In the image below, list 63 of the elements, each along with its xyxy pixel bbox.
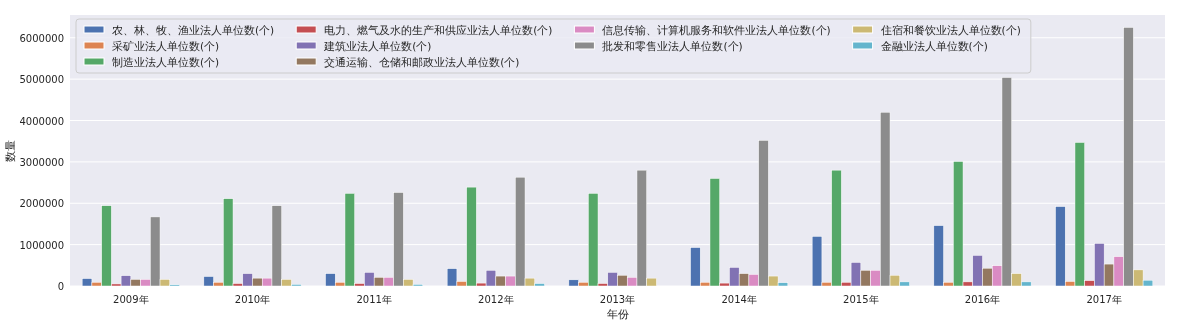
legend-label: 制造业法人单位数(个) (112, 56, 220, 68)
y-axis-title: 数量 (4, 139, 17, 162)
bar (699, 282, 711, 287)
bar (607, 272, 618, 287)
bar (213, 282, 224, 287)
x-tick-label: 2014年 (721, 294, 757, 305)
legend-label: 电力、燃气及水的生产和供应业法人单位数(个) (324, 24, 553, 36)
bar (232, 283, 244, 287)
bar (943, 282, 954, 287)
bar (729, 267, 740, 287)
bar (597, 283, 609, 287)
bar (242, 273, 253, 287)
bar (495, 275, 506, 287)
bar (962, 281, 974, 287)
x-tick-label: 2017年 (1086, 294, 1122, 305)
bar (91, 282, 102, 287)
bar (354, 283, 365, 287)
bar (476, 282, 487, 287)
y-tick-label: 4000000 (19, 115, 64, 127)
bar (719, 282, 730, 287)
x-axis-title: 年份 (606, 308, 629, 321)
y-tick-label: 3000000 (19, 156, 64, 168)
x-tick-label: 2012年 (478, 294, 514, 305)
bar (364, 272, 375, 287)
x-tick-label: 2011年 (356, 294, 392, 305)
y-tick-label: 2000000 (19, 198, 64, 210)
bar (456, 281, 467, 287)
bar (1103, 263, 1115, 287)
y-tick-label: 6000000 (19, 32, 64, 44)
y-tick-label: 1000000 (19, 239, 64, 251)
bar (850, 262, 862, 287)
bar (1064, 281, 1076, 287)
legend-label: 交通运输、仓储和邮政业法人单位数(个) (324, 56, 520, 68)
legend-label: 金融业法人单位数(个) (880, 40, 988, 52)
bar (130, 279, 141, 287)
y-tick-label: 0 (57, 281, 64, 292)
bar (821, 282, 832, 287)
y-tick-label: 5000000 (19, 74, 64, 86)
legend-label: 建筑业法人单位数(个) (323, 40, 432, 52)
bar (738, 273, 750, 287)
bar (972, 255, 983, 287)
bar (334, 282, 346, 287)
bar (841, 282, 852, 287)
x-tick-label: 2015年 (843, 294, 879, 305)
bar (860, 270, 871, 287)
bar (982, 267, 993, 287)
bar (120, 275, 132, 287)
legend-label: 住宿和餐饮业法人单位数(个) (880, 24, 1021, 36)
legend-label: 农、林、牧、渔业法人单位数(个) (112, 24, 275, 36)
legend-label: 批发和零售业法人单位数(个) (602, 40, 743, 52)
x-tick-label: 2010年 (234, 294, 271, 305)
bar (485, 270, 497, 287)
bar (578, 282, 589, 287)
bar (373, 277, 385, 287)
legend-label: 信息传输、计算机服务和软件业法人单位数(个) (602, 24, 831, 36)
bar (1084, 280, 1095, 287)
bar (111, 283, 122, 287)
x-tick-label: 2009年 (113, 294, 149, 305)
x-tick-label: 2013年 (599, 294, 636, 305)
legend-label: 采矿业法人单位数(个) (112, 40, 220, 52)
bar (617, 274, 628, 287)
x-tick-label: 2016年 (964, 294, 1001, 305)
bar (252, 277, 263, 287)
